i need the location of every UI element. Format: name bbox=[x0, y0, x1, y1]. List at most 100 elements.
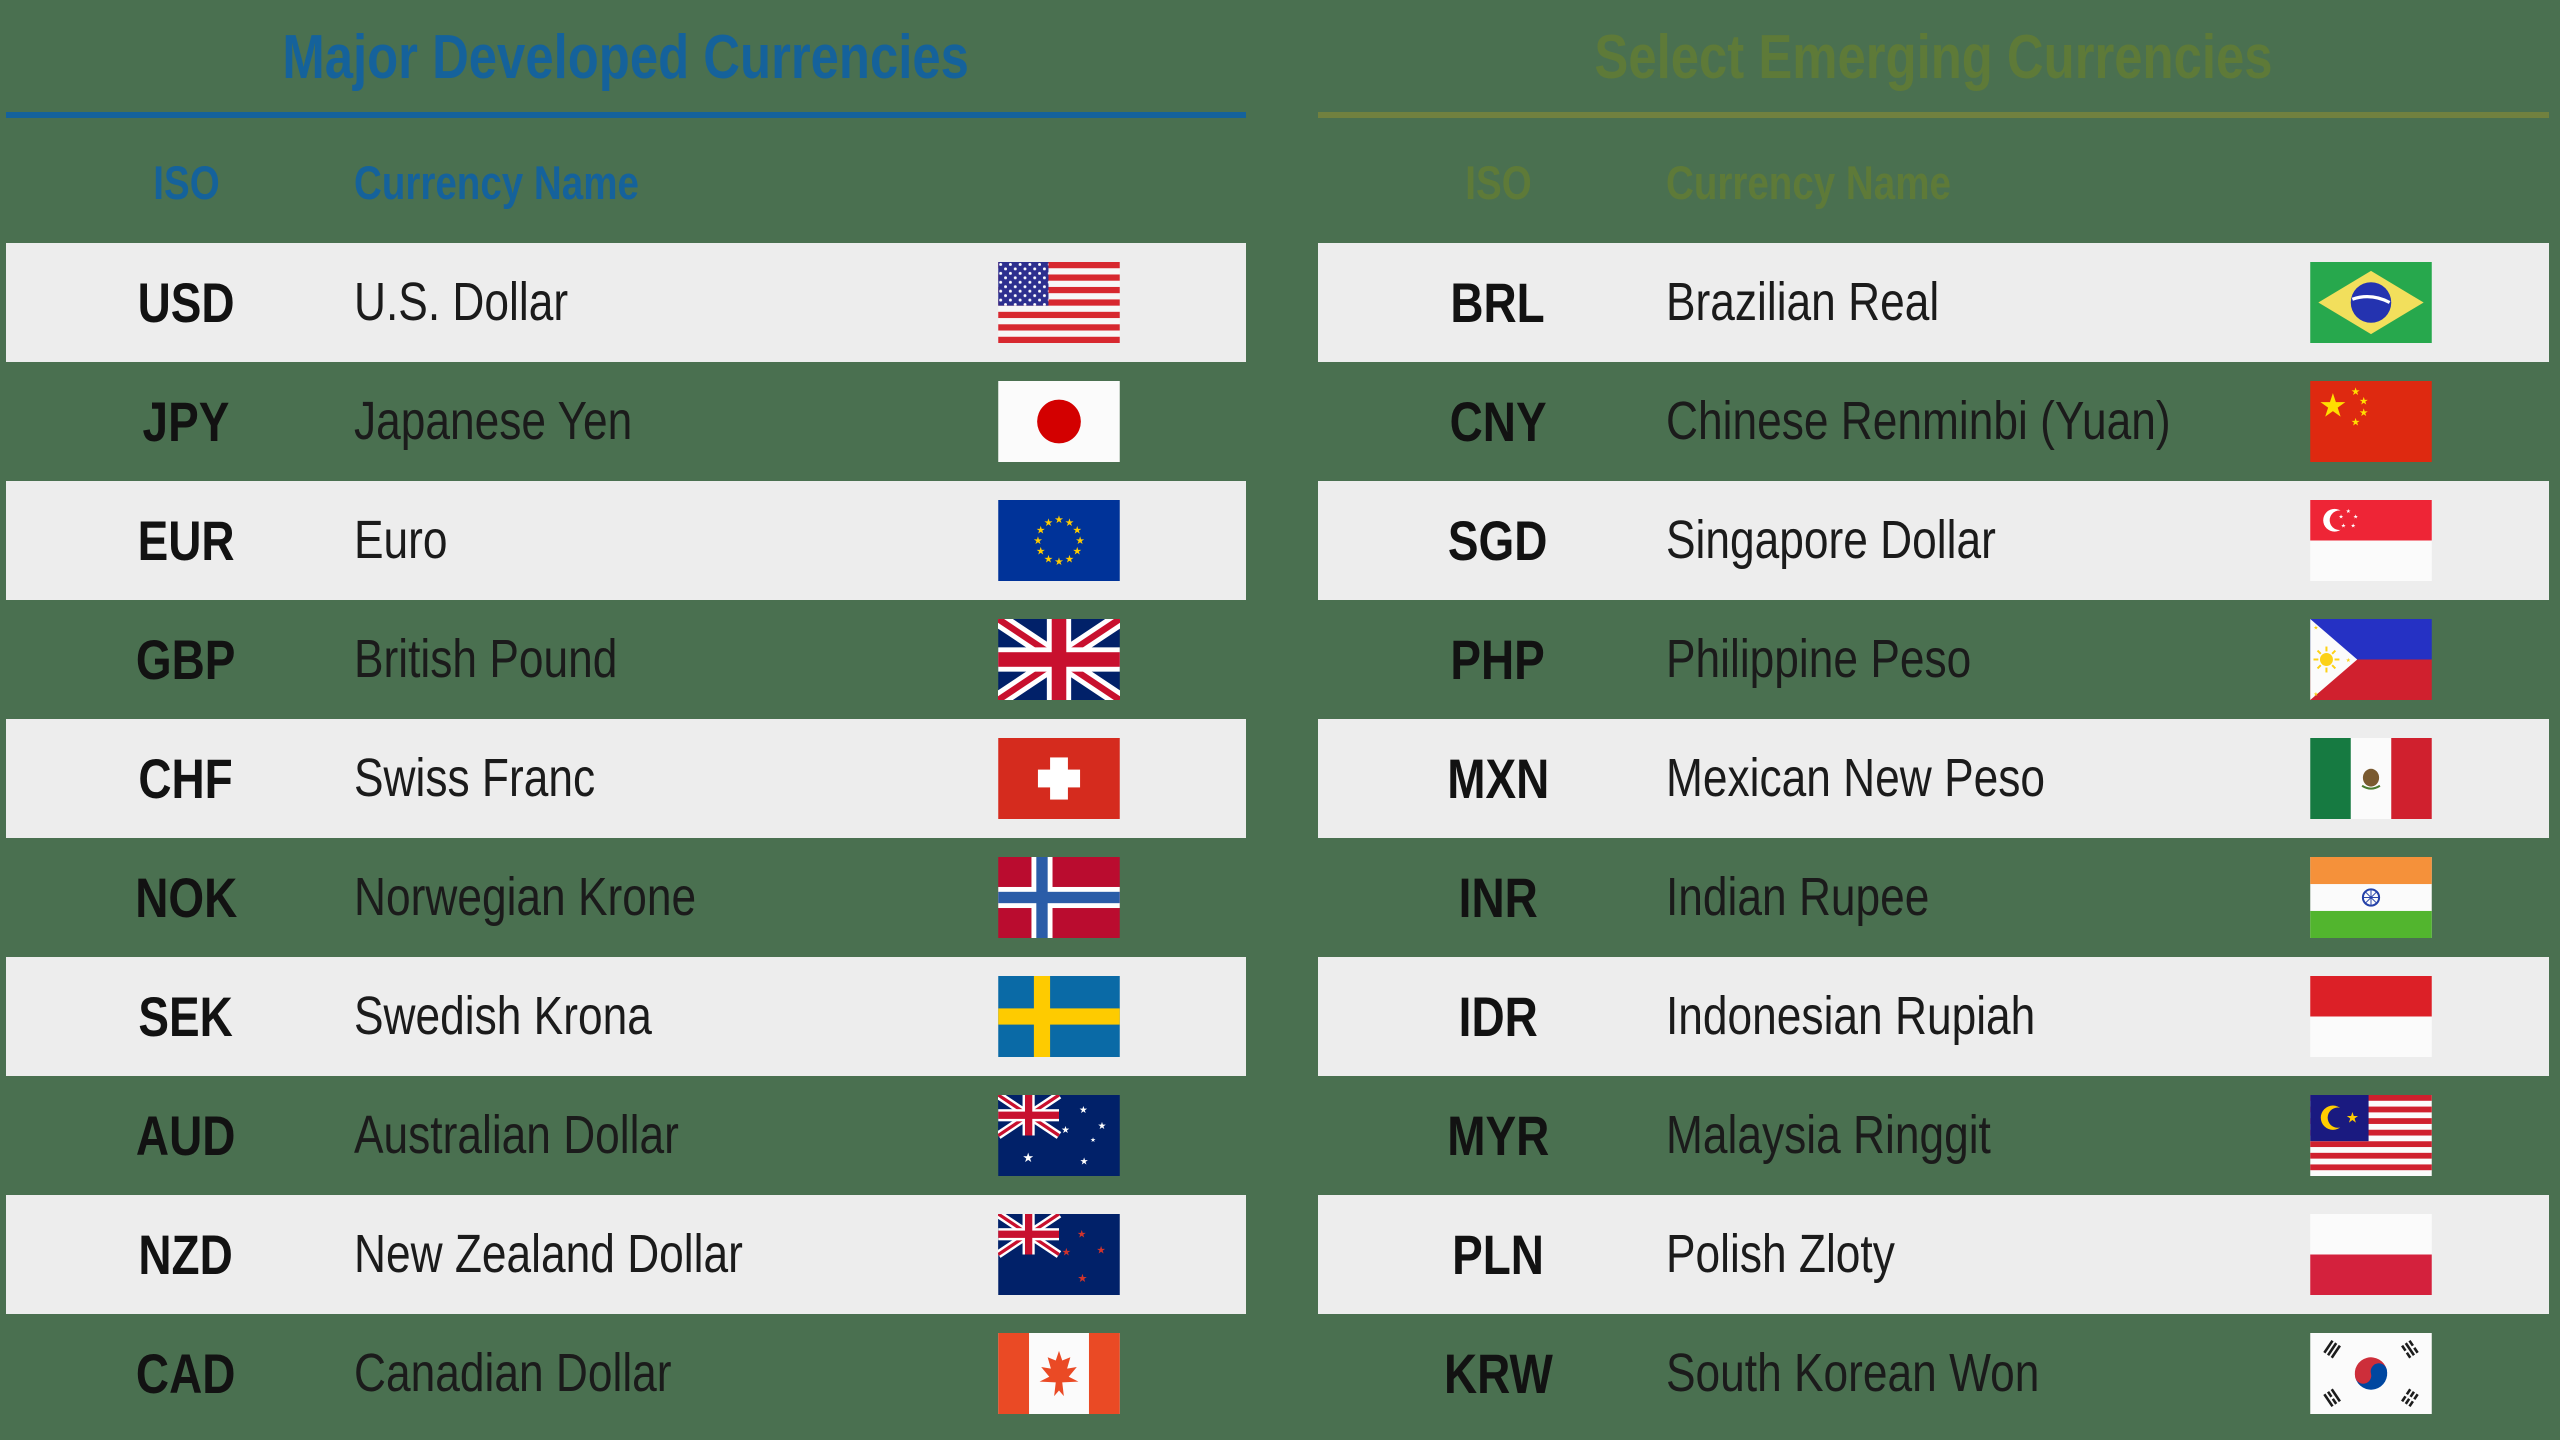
currency-iso-code: EUR bbox=[102, 481, 270, 600]
currency-row: AUD Australian Dollar ★ ★ ★ ★ ★ ★ bbox=[6, 1076, 1246, 1195]
iso-header-label: ISO bbox=[152, 156, 220, 209]
philippines-flag-icon: ★ ★ ★ bbox=[2310, 619, 2432, 700]
switzerland-flag-icon bbox=[998, 738, 1120, 819]
currency-iso-label: BRL bbox=[1450, 271, 1546, 334]
currency-row: MXN Mexican New Peso bbox=[1318, 719, 2549, 838]
currency-row: KRW South Korean Won bbox=[1318, 1314, 2549, 1433]
currency-iso-code: MXN bbox=[1414, 719, 1582, 838]
currency-iso-label: IDR bbox=[1458, 985, 1538, 1048]
developed-currencies-rows: USD U.S. Dollar JPY Japanese Yen EUR Eur… bbox=[6, 243, 1246, 1433]
currency-iso-label: JPY bbox=[142, 390, 230, 453]
svg-text:★: ★ bbox=[1073, 546, 1082, 558]
currency-iso-code: MYR bbox=[1414, 1076, 1582, 1195]
currency-name-label: Mexican New Peso bbox=[1666, 748, 2046, 808]
currency-iso-label: GBP bbox=[136, 628, 236, 691]
svg-text:★: ★ bbox=[2346, 1110, 2359, 1127]
iso-header-label: ISO bbox=[1464, 156, 1532, 209]
japan-flag-icon bbox=[998, 381, 1120, 462]
currency-iso-label: CAD bbox=[136, 1342, 236, 1405]
currency-name: New Zealand Dollar bbox=[354, 1195, 828, 1314]
developed-title-underline bbox=[6, 112, 1246, 118]
currency-name-label: New Zealand Dollar bbox=[354, 1224, 743, 1284]
currency-iso-code: JPY bbox=[102, 362, 270, 481]
svg-text:★: ★ bbox=[1065, 553, 1074, 565]
svg-text:★: ★ bbox=[2359, 395, 2368, 407]
svg-text:★: ★ bbox=[1075, 535, 1084, 547]
svg-text:★: ★ bbox=[1036, 525, 1045, 537]
currency-name: Japanese Yen bbox=[354, 362, 693, 481]
developed-title: Major Developed Currencies bbox=[6, 22, 1246, 94]
uk-flag-icon bbox=[998, 619, 1120, 700]
svg-text:★: ★ bbox=[1096, 1245, 1105, 1257]
currency-row: CAD Canadian Dollar bbox=[6, 1314, 1246, 1433]
currency-iso-code: SEK bbox=[102, 957, 270, 1076]
currency-iso-label: CNY bbox=[1449, 390, 1547, 453]
currency-iso-label: PHP bbox=[1450, 628, 1546, 691]
currency-row: CNY Chinese Renminbi (Yuan) ★ ★ ★ ★ ★ bbox=[1318, 362, 2549, 481]
currency-row: NZD New Zealand Dollar ★ ★ ★ ★ bbox=[6, 1195, 1246, 1314]
currency-name: Euro bbox=[354, 481, 468, 600]
svg-text:★: ★ bbox=[1065, 517, 1074, 529]
currency-row: SGD Singapore Dollar ★ ★ ★ ★ ★ bbox=[1318, 481, 2549, 600]
indonesia-flag-icon bbox=[2310, 976, 2432, 1057]
currency-row: INR Indian Rupee bbox=[1318, 838, 2549, 957]
australia-flag-icon: ★ ★ ★ ★ ★ ★ bbox=[998, 1095, 1120, 1176]
svg-text:★: ★ bbox=[1079, 1105, 1088, 1116]
currency-iso-code: USD bbox=[102, 243, 270, 362]
currency-iso-label: NOK bbox=[134, 866, 238, 929]
currency-name-label: Australian Dollar bbox=[354, 1105, 679, 1165]
svg-text:★: ★ bbox=[1098, 1121, 1107, 1132]
svg-text:★: ★ bbox=[1054, 556, 1063, 568]
currency-row: BRL Brazilian Real bbox=[1318, 243, 2549, 362]
currency-name: Chinese Renminbi (Yuan) bbox=[1666, 362, 2281, 481]
currency-name: Australian Dollar bbox=[354, 1076, 750, 1195]
currency-name-label: Swiss Franc bbox=[354, 748, 596, 808]
currency-name: Norwegian Krone bbox=[354, 838, 771, 957]
sweden-flag-icon bbox=[998, 976, 1120, 1057]
currency-row: GBP British Pound bbox=[6, 600, 1246, 719]
emerging-currencies-rows: BRL Brazilian Real CNY Chinese Renminbi … bbox=[1318, 243, 2549, 1433]
emerging-iso-column-header: ISO bbox=[1414, 158, 1582, 208]
developed-currencies-table: Major Developed Currencies ISO Currency … bbox=[6, 0, 1246, 1440]
brazil-flag-icon bbox=[2310, 262, 2432, 343]
currency-name: South Korean Won bbox=[1666, 1314, 2121, 1433]
svg-text:★: ★ bbox=[1033, 535, 1042, 547]
currency-iso-code: IDR bbox=[1414, 957, 1582, 1076]
currency-name: Malaysia Ringgit bbox=[1666, 1076, 2062, 1195]
svg-text:★: ★ bbox=[1080, 1157, 1089, 1168]
currency-name: British Pound bbox=[354, 600, 675, 719]
currency-iso-code: AUD bbox=[102, 1076, 270, 1195]
currency-name-label: South Korean Won bbox=[1666, 1343, 2040, 1403]
currency-iso-label: SEK bbox=[138, 985, 234, 1048]
emerging-header-row: ISO Currency Name bbox=[1318, 158, 2549, 208]
currency-iso-code: INR bbox=[1414, 838, 1582, 957]
currency-iso-label: CHF bbox=[138, 747, 234, 810]
svg-text:★: ★ bbox=[2313, 691, 2318, 698]
currency-name: Brazilian Real bbox=[1666, 243, 1999, 362]
svg-text:★: ★ bbox=[1062, 1246, 1071, 1258]
currency-name-label: Japanese Yen bbox=[354, 391, 633, 451]
svg-text:★: ★ bbox=[2313, 625, 2318, 632]
china-flag-icon: ★ ★ ★ ★ ★ bbox=[2310, 381, 2432, 462]
currency-name-header-label: Currency Name bbox=[1666, 156, 1951, 209]
developed-header-row: ISO Currency Name bbox=[6, 158, 1246, 208]
emerging-title-text: Select Emerging Currencies bbox=[1594, 23, 2273, 92]
currency-name-label: Brazilian Real bbox=[1666, 272, 1940, 332]
currency-iso-code: GBP bbox=[102, 600, 270, 719]
currency-iso-code: NZD bbox=[102, 1195, 270, 1314]
currency-row: IDR Indonesian Rupiah bbox=[1318, 957, 2549, 1076]
svg-text:★: ★ bbox=[2351, 386, 2360, 398]
currency-name-label: Euro bbox=[354, 510, 448, 570]
emerging-title-underline bbox=[1318, 112, 2549, 118]
currency-iso-code: PHP bbox=[1414, 600, 1582, 719]
currency-iso-label: KRW bbox=[1443, 1342, 1553, 1405]
currency-name: Indonesian Rupiah bbox=[1666, 957, 2116, 1076]
currency-row: JPY Japanese Yen bbox=[6, 362, 1246, 481]
currency-row: EUR Euro ★ ★ ★ ★ ★ ★ ★ ★ ★ ★ ★ ★ bbox=[6, 481, 1246, 600]
svg-text:★: ★ bbox=[1054, 514, 1063, 526]
currency-iso-label: USD bbox=[137, 271, 235, 334]
developed-title-text: Major Developed Currencies bbox=[282, 23, 970, 92]
currency-iso-code: CNY bbox=[1414, 362, 1582, 481]
currency-name-label: Polish Zloty bbox=[1666, 1224, 1895, 1284]
currency-name-label: U.S. Dollar bbox=[354, 272, 569, 332]
